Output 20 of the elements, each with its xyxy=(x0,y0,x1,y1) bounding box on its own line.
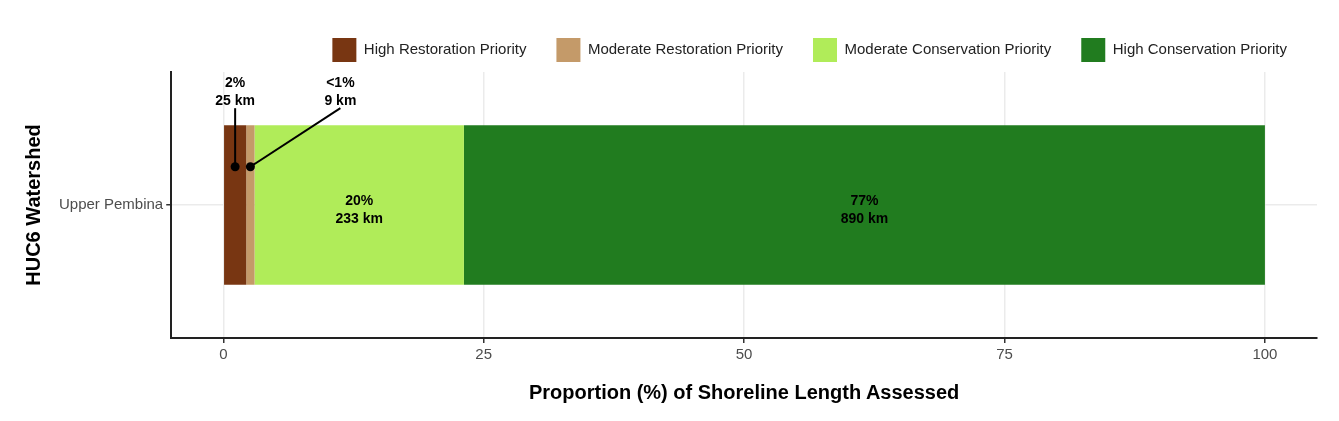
bar xyxy=(254,125,464,285)
legend-label: Moderate Restoration Priority xyxy=(587,40,784,58)
x-axis-title: Proportion (%) of Shoreline Length Assessed xyxy=(528,380,960,403)
legend-label: High Restoration Priority xyxy=(363,40,527,58)
bar xyxy=(246,125,255,285)
data-label: <1% 9 km xyxy=(324,74,357,109)
x-tick-label: 50 xyxy=(735,345,753,363)
legend-label: Moderate Conservation Priority xyxy=(844,40,1052,58)
x-tick-label: 100 xyxy=(1252,345,1278,363)
y-tick-label: Upper Pembina xyxy=(58,195,164,213)
bar xyxy=(463,125,1265,285)
x-tick-label: 0 xyxy=(219,345,228,363)
data-label: 2% 25 km xyxy=(215,74,255,109)
x-tick-label: 25 xyxy=(475,345,493,363)
y-axis-title: HUC6 Watershed xyxy=(21,124,44,286)
data-label: 20% 233 km xyxy=(335,191,383,226)
bar xyxy=(224,125,247,285)
data-label: 77% 890 km xyxy=(840,191,889,226)
legend-label: High Conservation Priority xyxy=(1112,40,1288,58)
x-tick-label: 75 xyxy=(996,345,1013,363)
